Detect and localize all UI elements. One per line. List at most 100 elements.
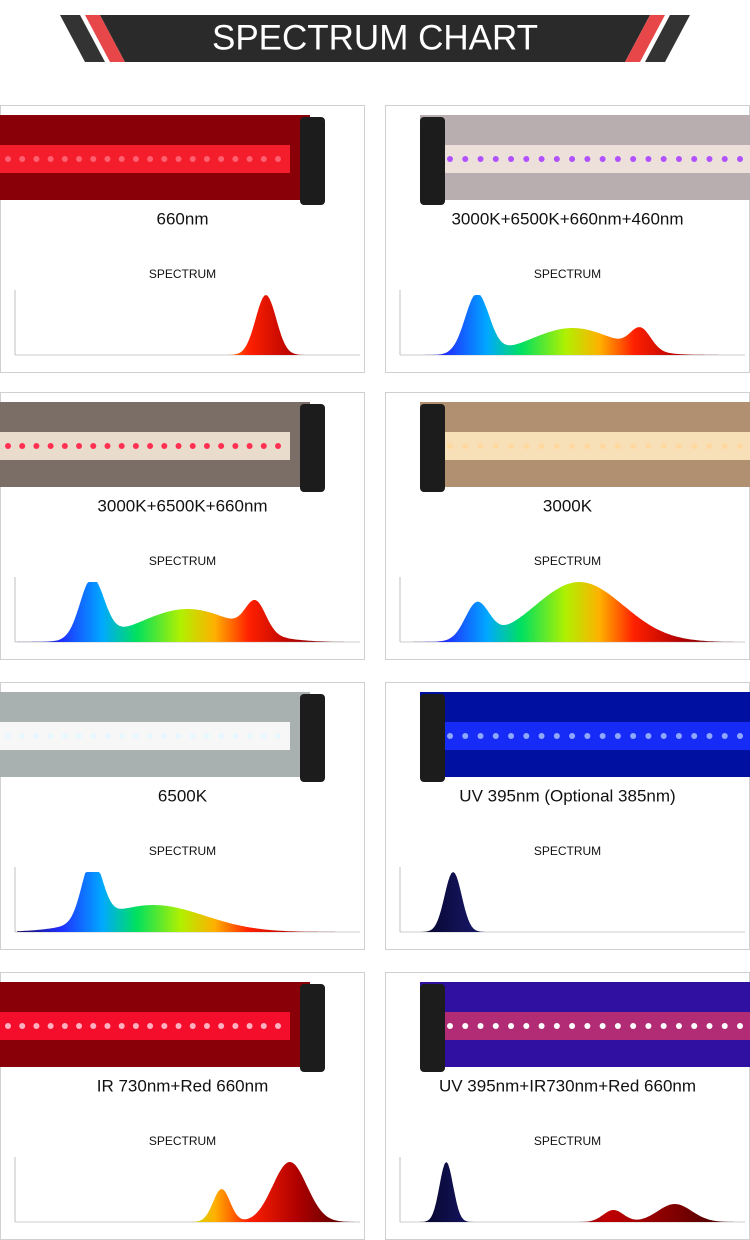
- led: [599, 1023, 606, 1029]
- led: [721, 1023, 728, 1029]
- led: [553, 156, 560, 162]
- light-strip: [0, 432, 290, 460]
- led: [19, 156, 26, 162]
- led: [232, 1023, 239, 1029]
- led: [147, 156, 154, 162]
- led: [584, 443, 591, 449]
- led: [33, 1023, 40, 1029]
- spectrum-curve: [17, 872, 358, 932]
- led: [508, 1023, 515, 1029]
- spectrum-label: SPECTRUM: [149, 1134, 216, 1148]
- led: [492, 1023, 499, 1029]
- led: [645, 156, 652, 162]
- led: [203, 443, 210, 449]
- card-label: 660nm: [157, 209, 209, 228]
- led: [189, 443, 196, 449]
- led: [275, 156, 281, 162]
- led: [104, 156, 111, 162]
- spectrum-label: SPECTRUM: [149, 267, 216, 281]
- card: UV 395nm+IR730nm+Red 660nm SPECTRUM: [385, 972, 750, 1240]
- spectrum-label: SPECTRUM: [534, 554, 601, 568]
- card: 660nm SPECTRUM: [0, 105, 365, 373]
- spectrum-curve: [402, 295, 743, 355]
- spectrum-curve: [17, 295, 358, 355]
- spectrum-label: SPECTRUM: [534, 267, 601, 281]
- led: [538, 733, 545, 739]
- spectrum-curve: [402, 582, 743, 642]
- header: SPECTRUM CHART: [60, 15, 690, 62]
- led: [61, 1023, 68, 1029]
- led: [660, 733, 667, 739]
- led: [147, 1023, 154, 1029]
- led: [614, 443, 621, 449]
- led: [691, 156, 698, 162]
- led: [569, 443, 576, 449]
- led: [161, 1023, 168, 1029]
- led: [599, 156, 606, 162]
- led: [569, 733, 576, 739]
- led: [645, 443, 652, 449]
- led: [118, 156, 125, 162]
- led: [90, 156, 97, 162]
- led: [614, 1023, 621, 1029]
- card: 3000K SPECTRUM: [385, 392, 750, 660]
- led: [218, 443, 225, 449]
- card-label: IR 730nm+Red 660nm: [97, 1076, 269, 1095]
- led: [203, 1023, 210, 1029]
- led: [721, 156, 728, 162]
- led: [47, 1023, 54, 1029]
- led: [691, 1023, 698, 1029]
- led: [553, 1023, 560, 1029]
- led: [462, 443, 469, 449]
- card-label: 3000K+6500K+660nm+460nm: [451, 209, 683, 228]
- led: [660, 443, 667, 449]
- card: UV 395nm (Optional 385nm) SPECTRUM: [385, 682, 750, 950]
- led: [523, 733, 530, 739]
- end-cap: [420, 694, 445, 782]
- led: [175, 733, 182, 739]
- led: [47, 156, 54, 162]
- spectrum-label: SPECTRUM: [149, 844, 216, 858]
- led: [118, 443, 125, 449]
- light-strip: [440, 1012, 750, 1040]
- led: [232, 156, 239, 162]
- light-strip: [0, 1012, 290, 1040]
- led: [584, 156, 591, 162]
- led: [630, 733, 637, 739]
- led: [477, 156, 484, 162]
- led: [61, 443, 68, 449]
- led: [147, 443, 154, 449]
- light-strip: [440, 145, 750, 173]
- led: [33, 443, 40, 449]
- led: [477, 443, 484, 449]
- led: [189, 1023, 196, 1029]
- led: [104, 1023, 111, 1029]
- led: [104, 443, 111, 449]
- led: [675, 156, 682, 162]
- spectrum-label: SPECTRUM: [534, 1134, 601, 1148]
- led: [492, 443, 499, 449]
- led: [630, 1023, 637, 1029]
- led: [147, 733, 154, 739]
- led: [260, 733, 267, 739]
- led: [721, 733, 728, 739]
- led: [90, 443, 97, 449]
- led: [660, 1023, 667, 1029]
- end-cap: [420, 984, 445, 1072]
- led: [523, 443, 530, 449]
- led: [47, 733, 54, 739]
- led: [630, 156, 637, 162]
- led: [246, 156, 253, 162]
- end-cap: [300, 984, 325, 1072]
- end-cap: [300, 404, 325, 492]
- led: [614, 733, 621, 739]
- led: [538, 1023, 545, 1029]
- led: [553, 443, 560, 449]
- led: [737, 733, 743, 739]
- led: [721, 443, 728, 449]
- light-strip: [0, 722, 290, 750]
- led: [161, 156, 168, 162]
- led: [203, 156, 210, 162]
- card-label: 3000K+6500K+660nm: [97, 496, 267, 515]
